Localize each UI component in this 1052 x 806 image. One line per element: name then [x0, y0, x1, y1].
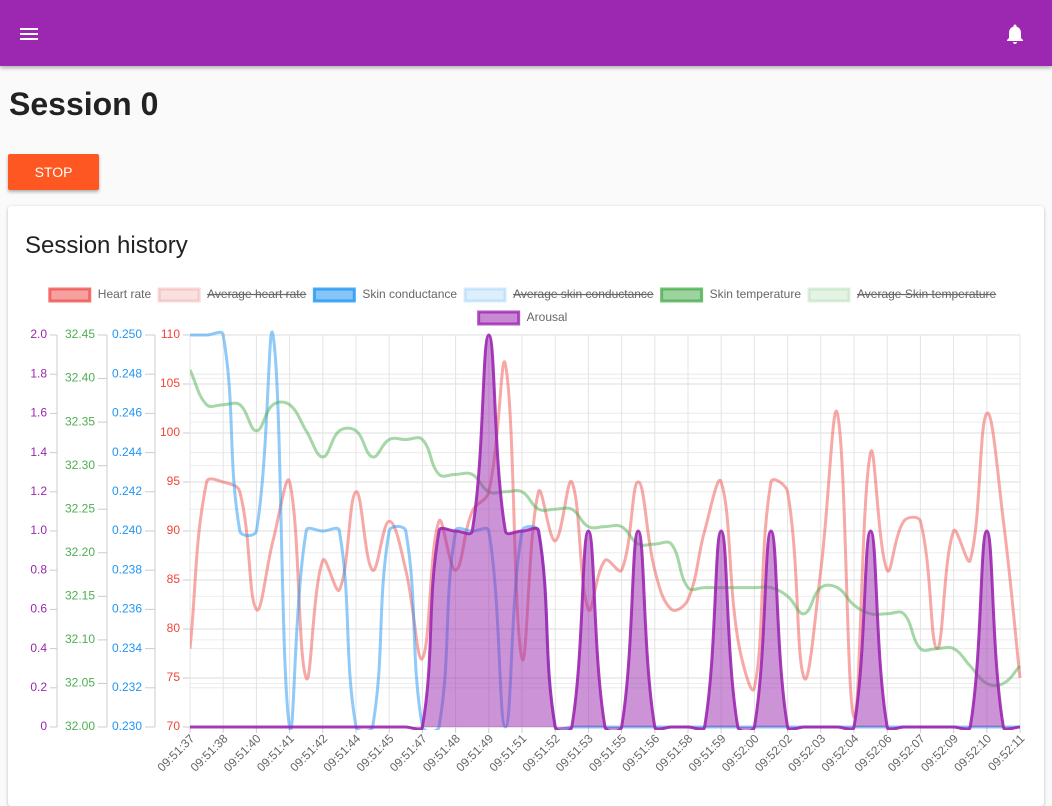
y-tick-label: 0.232	[112, 680, 142, 694]
y-tick-label: 32.00	[65, 719, 95, 733]
series-area	[190, 335, 1020, 730]
stop-button[interactable]: STOP	[8, 154, 99, 190]
legend-item: Arousal	[477, 310, 568, 326]
page-title: Session 0	[9, 86, 159, 122]
y-tick-label: 100	[160, 425, 180, 439]
legend-label: Average Skin temperature	[857, 287, 997, 301]
legend-label: Arousal	[527, 310, 568, 324]
card-title: Session history	[25, 232, 188, 259]
legend-label: Average heart rate	[207, 287, 307, 301]
legend-swatch	[807, 287, 851, 303]
y-tick-label: 32.30	[65, 458, 95, 472]
legend-item: Average heart rate	[157, 287, 307, 303]
x-tick-label: 09:52:11	[985, 731, 1028, 774]
y-tick-label: 0	[40, 719, 47, 733]
series-line	[190, 330, 1020, 730]
y-tick-label: 32.35	[65, 414, 95, 428]
legend-item: Skin temperature	[660, 287, 802, 303]
legend-swatch	[312, 287, 356, 303]
page: Session 0 STOP Session history 0 0.2 0.4 0.…	[0, 0, 1052, 775]
legend-label: Heart rate	[98, 287, 152, 301]
y-tick-label: 2.0	[30, 327, 47, 341]
y-tick-label: 32.40	[65, 371, 95, 385]
legend-label: Skin conductance	[362, 287, 457, 301]
legend-swatch	[157, 287, 201, 303]
series-line	[190, 360, 1022, 719]
y-tick-label: 0.236	[112, 602, 142, 616]
y-tick-label: 0.234	[112, 641, 142, 655]
y-tick-label: 0.238	[112, 562, 142, 576]
y-tick-label: 110	[161, 327, 180, 341]
y-tick-label: 0.2	[30, 680, 47, 694]
legend-label: Skin temperature	[710, 287, 802, 301]
legend-swatch	[463, 287, 507, 303]
y-tick-label: 80	[167, 621, 181, 635]
series-line	[190, 369, 1022, 688]
chart: 0 0.2 0.4 0.6 0.8 1.0 1.2 1.4 1.6 1.8 2.0 32.00 32.0…	[30, 287, 1028, 774]
menu-icon[interactable]	[17, 22, 41, 46]
legend-item: Average Skin temperature	[807, 287, 997, 303]
y-tick-label: 0.8	[30, 562, 47, 576]
y-tick-label: 1.2	[30, 484, 47, 498]
y-tick-label: 1.6	[30, 406, 47, 420]
y-tick-label: 0.230	[112, 719, 142, 733]
y-tick-label: 0.242	[112, 484, 142, 498]
y-tick-label: 70	[167, 719, 181, 733]
y-tick-label: 0.244	[112, 445, 142, 459]
legend-swatch	[660, 287, 704, 303]
plot-area	[190, 330, 1022, 730]
y-tick-label: 32.05	[65, 676, 95, 690]
y-tick-label: 1.0	[30, 523, 47, 537]
y-tick-label: 32.20	[65, 545, 95, 559]
y-tick-label: 32.25	[65, 501, 95, 515]
y-tick-label: 0.248	[112, 366, 142, 380]
y-tick-label: 90	[167, 523, 181, 537]
y-tick-label: 1.8	[30, 366, 47, 380]
app-bar	[0, 0, 1052, 66]
y-tick-label: 32.15	[65, 589, 95, 603]
y-tick-label: 32.10	[65, 632, 95, 646]
legend-item: Heart rate	[48, 287, 152, 303]
notification-icon[interactable]	[1003, 22, 1027, 46]
legend-swatch	[477, 310, 521, 326]
y-tick-label: 0.246	[112, 406, 142, 420]
y-tick-label: 0.250	[112, 327, 142, 341]
legend-item: Average skin conductance	[463, 287, 654, 303]
y-tick-label: 95	[167, 474, 181, 488]
y-tick-label: 0.240	[112, 523, 142, 537]
y-tick-label: 105	[160, 376, 180, 390]
y-tick-label: 75	[167, 670, 181, 684]
series-line	[190, 333, 1021, 730]
y-tick-label: 1.4	[30, 445, 47, 459]
y-tick-label: 32.45	[65, 327, 95, 341]
y-tick-label: 85	[167, 572, 181, 586]
legend-item: Skin conductance	[312, 287, 457, 303]
legend-label: Average skin conductance	[513, 287, 654, 301]
legend-swatch	[48, 287, 92, 303]
y-tick-label: 0.4	[30, 641, 47, 655]
y-tick-label: 0.6	[30, 602, 47, 616]
